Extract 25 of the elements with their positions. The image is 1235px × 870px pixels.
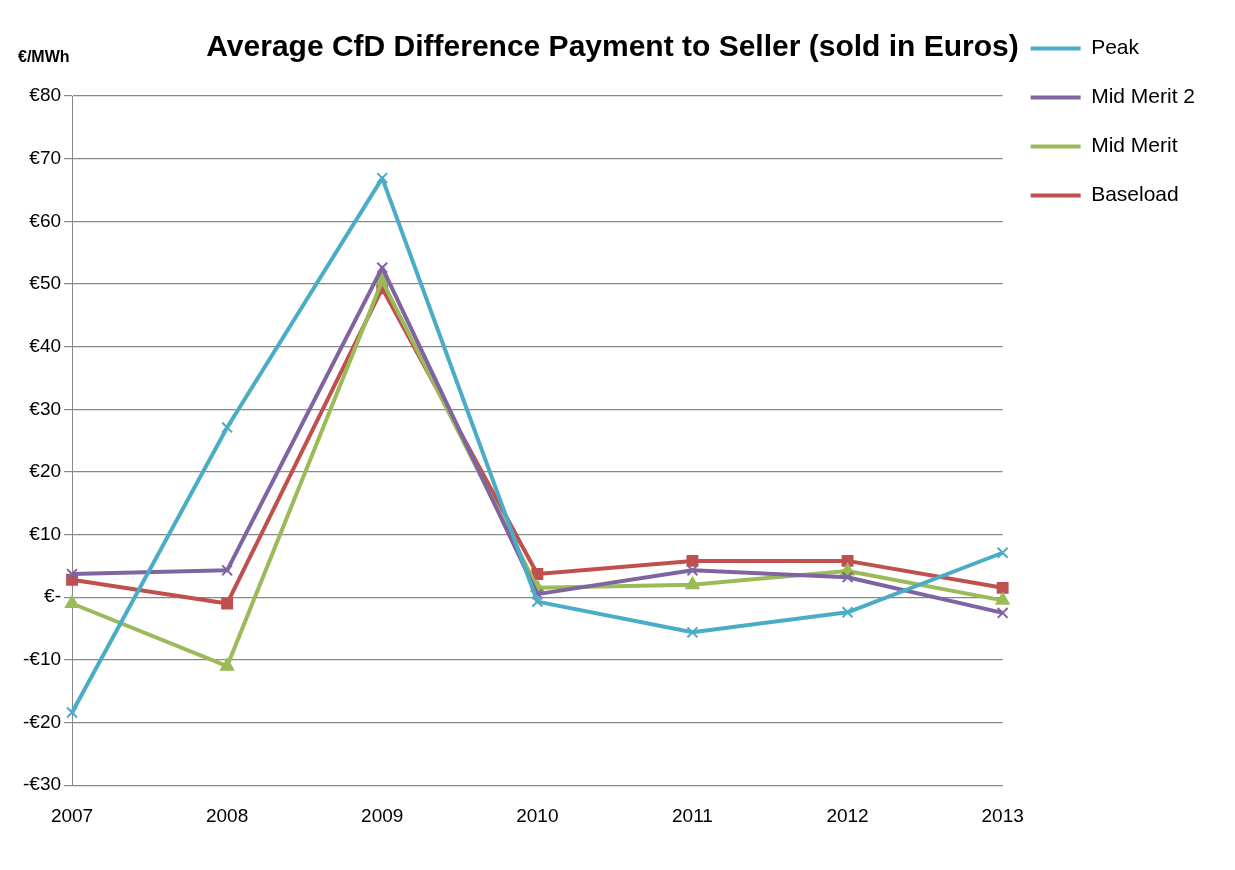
y-tick-label: -€20: [23, 710, 62, 732]
x-tick-label: 2009: [361, 804, 404, 826]
y-axis-title: €/MWh: [18, 48, 70, 66]
y-tick-label: €50: [29, 272, 62, 294]
legend-label: Mid Merit: [1091, 133, 1178, 157]
x-tick-label: 2013: [981, 804, 1024, 826]
y-tick-label: €30: [29, 397, 62, 419]
x-tick-label: 2008: [205, 804, 249, 826]
y-tick-label: €40: [29, 334, 62, 356]
y-tick-label: -€10: [23, 648, 62, 670]
x-tick-label: 2011: [672, 804, 713, 826]
y-tick-label: €80: [29, 84, 62, 106]
legend-label: Mid Merit 2: [1091, 84, 1196, 108]
x-tick-label: 2007: [50, 804, 94, 826]
x-tick-label: 2012: [826, 804, 869, 826]
y-tick-label: €10: [29, 522, 62, 544]
y-tick-label: €60: [29, 209, 62, 231]
chart-title: Average CfD Difference Payment to Seller (sold in Euros): [206, 29, 1019, 63]
legend-label: Baseload: [1091, 182, 1179, 206]
y-tick-label: €70: [29, 146, 62, 168]
legend-label: Peak: [1091, 35, 1140, 59]
x-tick-label: 2010: [516, 804, 559, 826]
y-tick-label: €-: [44, 585, 62, 607]
y-tick-label: -€30: [23, 773, 62, 795]
y-tick-label: €20: [29, 460, 62, 482]
